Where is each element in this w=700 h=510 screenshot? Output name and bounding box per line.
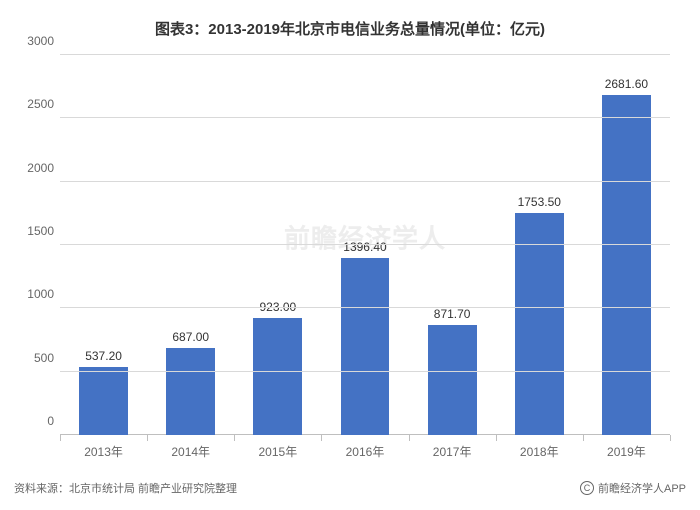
bar-slot: 2681.602019年 [583, 55, 670, 435]
x-tick [234, 435, 235, 441]
x-tick [60, 435, 61, 441]
bar: 1396.40 [341, 258, 390, 435]
x-category-label: 2017年 [433, 435, 472, 460]
y-tick-label: 500 [34, 351, 60, 365]
x-category-label: 2019年 [607, 435, 646, 460]
bar: 2681.60 [602, 95, 651, 435]
gridline [60, 117, 670, 118]
bar-slot: 1753.502018年 [496, 55, 583, 435]
x-tick [670, 435, 671, 441]
bars-container: 537.202013年687.002014年923.002015年1396.40… [60, 55, 670, 435]
chart-title: 图表3：2013-2019年北京市电信业务总量情况(单位：亿元) [0, 0, 700, 39]
credit: C 前瞻经济学人APP [580, 480, 686, 496]
x-tick [583, 435, 584, 441]
y-tick-label: 2500 [27, 97, 60, 111]
bar: 923.00 [253, 318, 302, 435]
gridline [60, 54, 670, 55]
bar-value-label: 687.00 [172, 330, 209, 348]
x-tick [496, 435, 497, 441]
x-category-label: 2014年 [171, 435, 210, 460]
credit-text: 前瞻经济学人APP [598, 480, 686, 496]
y-tick-label: 1500 [27, 224, 60, 238]
source-text: 资料来源：北京市统计局 前瞻产业研究院整理 [14, 480, 237, 496]
bar: 1753.50 [515, 213, 564, 435]
x-tick [147, 435, 148, 441]
gridline [60, 307, 670, 308]
x-category-label: 2013年 [84, 435, 123, 460]
bar-value-label: 1396.40 [343, 240, 386, 258]
bar-slot: 1396.402016年 [321, 55, 408, 435]
gridline [60, 371, 670, 372]
chart-area: 前瞻经济学人 537.202013年687.002014年923.002015年… [60, 55, 670, 435]
bar-value-label: 1753.50 [518, 195, 561, 213]
bar-value-label: 537.20 [85, 349, 122, 367]
bar-slot: 923.002015年 [234, 55, 321, 435]
copyright-icon: C [580, 481, 594, 495]
x-category-label: 2018年 [520, 435, 559, 460]
y-tick-label: 3000 [27, 34, 60, 48]
x-tick [321, 435, 322, 441]
y-tick-label: 1000 [27, 287, 60, 301]
bar: 537.20 [79, 367, 128, 435]
bar: 871.70 [428, 325, 477, 435]
gridline [60, 181, 670, 182]
bar-slot: 537.202013年 [60, 55, 147, 435]
x-category-label: 2015年 [258, 435, 297, 460]
x-category-label: 2016年 [346, 435, 385, 460]
bar: 687.00 [166, 348, 215, 435]
bar-slot: 687.002014年 [147, 55, 234, 435]
y-tick-label: 0 [47, 414, 60, 428]
bar-value-label: 871.70 [434, 307, 471, 325]
plot: 537.202013年687.002014年923.002015年1396.40… [60, 55, 670, 435]
bar-slot: 871.702017年 [409, 55, 496, 435]
x-tick [409, 435, 410, 441]
y-tick-label: 2000 [27, 161, 60, 175]
gridline [60, 244, 670, 245]
bar-value-label: 923.00 [259, 300, 296, 318]
bar-value-label: 2681.60 [605, 77, 648, 95]
